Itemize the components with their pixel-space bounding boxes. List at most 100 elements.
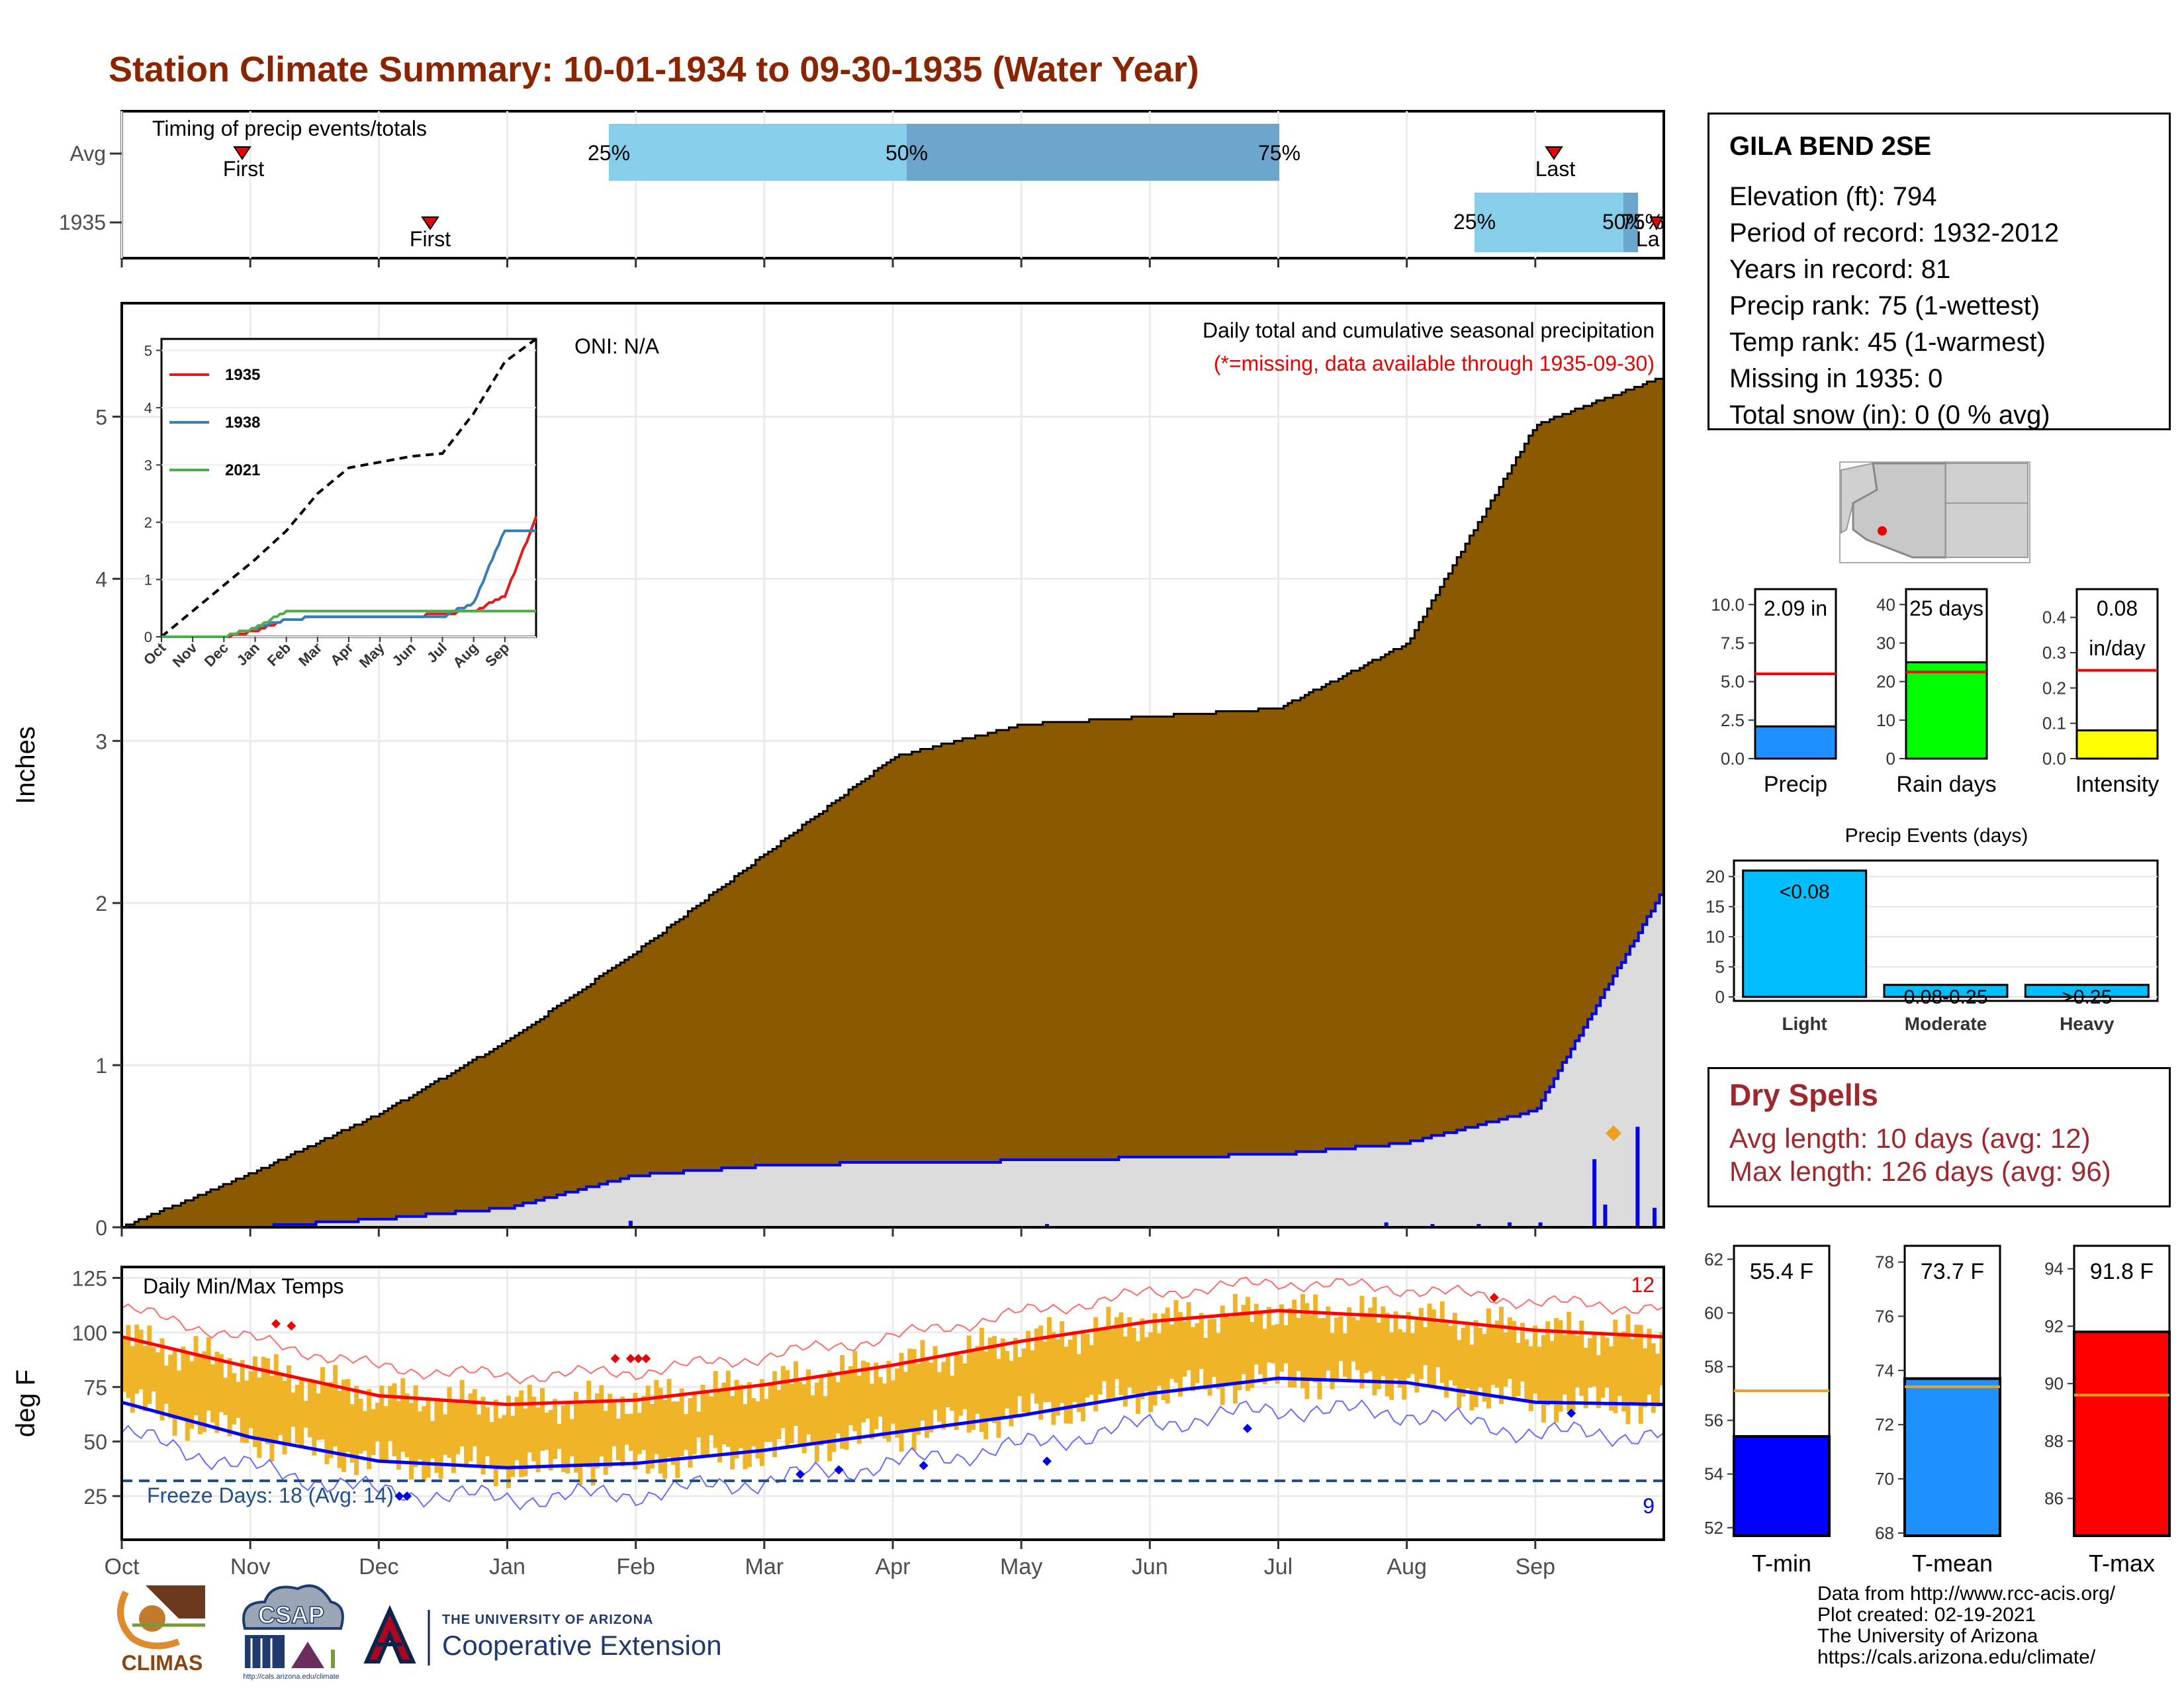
daily-temp-range-bar	[362, 1411, 367, 1451]
daily-temp-range-bar	[1613, 1319, 1618, 1413]
mini-bar-category-label: Precip	[1764, 772, 1827, 797]
daily-temp-range-bar	[1554, 1318, 1559, 1423]
daily-temp-range-bar	[962, 1363, 968, 1409]
daily-temp-range-bar	[354, 1385, 359, 1476]
daily-temp-range-bar	[1545, 1321, 1551, 1406]
precip-y-tick-label: 2	[95, 892, 107, 915]
daily-temp-range-bar	[810, 1395, 815, 1443]
daily-temp-range-bar	[172, 1350, 177, 1436]
daily-temp-range-bar	[295, 1385, 300, 1444]
daily-temp-range-bar	[151, 1346, 156, 1392]
ua-logo-small-text: THE UNIVERSITY OF ARIZONA	[442, 1613, 654, 1627]
daily-temp-range-bar	[641, 1395, 647, 1450]
daily-temp-range-bar	[396, 1401, 401, 1470]
daily-temp-range-bar	[1072, 1331, 1077, 1402]
precip-missing-note: (*=missing, data available through 1935-…	[1214, 352, 1655, 375]
avg-last-label: Last	[1535, 157, 1576, 181]
daily-temp-range-bar	[181, 1346, 186, 1420]
daily-temp-range-bar	[1017, 1357, 1023, 1396]
daily-temp-range-bar	[232, 1373, 236, 1425]
daily-temp-range-bar	[831, 1376, 837, 1452]
daily-temp-range-bar	[1186, 1302, 1191, 1370]
daily-temp-range-bar	[400, 1378, 406, 1452]
daily-temp-range-bar	[717, 1390, 723, 1463]
daily-temp-range-bar	[1659, 1332, 1664, 1386]
daily-temp-range-bar	[345, 1379, 351, 1452]
mini-bar-intensity: 0.0 0.1 0.2 0.3 0.4 0.08 in/day Intensity	[2042, 588, 2159, 797]
daily-temp-range-bar	[557, 1423, 562, 1449]
month-tick-label: Oct	[105, 1554, 140, 1579]
credit-line: Plot created: 02-19-2021	[1817, 1604, 2036, 1626]
temp-summary-y-tick-label: 90	[2044, 1374, 2064, 1393]
daily-temp-range-bar	[1283, 1325, 1289, 1364]
daily-temp-range-bar	[1005, 1350, 1010, 1409]
daily-temp-range-bar	[383, 1406, 388, 1460]
daily-temp-range-bar	[1533, 1325, 1538, 1394]
inset-y-tick-label: 0	[144, 629, 152, 645]
month-tick-label: Nov	[230, 1554, 270, 1579]
daily-temp-range-bar	[675, 1401, 680, 1478]
mini-bar-y-tick-label: 2.5	[1721, 710, 1745, 730]
y1935-quartile-25-50	[1475, 193, 1623, 252]
daily-temp-range-bar	[1524, 1339, 1529, 1402]
daily-temp-range-bar	[147, 1325, 152, 1404]
daily-temp-range-bar	[1537, 1346, 1542, 1405]
daily-temp-range-bar	[341, 1380, 346, 1472]
mini-bar-value	[2075, 729, 2159, 760]
daily-temp-range-bar	[206, 1337, 211, 1411]
daily-temp-range-bar	[1296, 1318, 1301, 1372]
daily-temp-range-bar	[248, 1371, 253, 1429]
daily-temp-range-bar	[747, 1382, 752, 1468]
daily-temp-range-bar	[1131, 1328, 1136, 1394]
daily-precip-bar	[1538, 1222, 1543, 1227]
daily-temp-range-bar	[1461, 1327, 1466, 1397]
daily-temp-range-bar	[801, 1384, 807, 1454]
row-label-1935: 1935	[59, 211, 106, 234]
daily-temp-range-bar	[1165, 1307, 1170, 1404]
mini-bar-y-tick-label: 0.0	[1721, 749, 1745, 769]
daily-temp-range-bar	[704, 1392, 709, 1456]
record-min-count: 9	[1643, 1494, 1655, 1518]
daily-temp-range-bar	[1562, 1335, 1567, 1395]
daily-temp-range-bar	[451, 1400, 456, 1474]
daily-temp-range-bar	[1435, 1323, 1441, 1368]
station-missing: Missing in 1935: 0	[1729, 364, 1943, 393]
record-high-marker	[287, 1321, 296, 1331]
daily-temp-range-bar	[890, 1380, 895, 1424]
credit-line: The University of Arizona	[1817, 1625, 2038, 1647]
daily-temp-range-bar	[595, 1393, 600, 1469]
daily-temp-range-bar	[1279, 1304, 1285, 1372]
daily-temp-range-bar	[1152, 1313, 1158, 1406]
mini-bar-value	[1905, 661, 1988, 760]
daily-temp-range-bar	[1042, 1341, 1048, 1403]
daily-temp-range-bar	[954, 1352, 959, 1430]
daily-temp-range-bar	[823, 1396, 828, 1440]
daily-temp-range-bar	[743, 1404, 748, 1470]
daily-temp-range-bar	[1452, 1313, 1457, 1386]
daily-temp-range-bar	[1097, 1330, 1103, 1395]
month-tick-label: Mar	[745, 1554, 784, 1579]
avg-first-label: First	[223, 157, 264, 181]
mini-bar-category-label: Rain days	[1896, 772, 1996, 797]
record-low-marker	[1567, 1408, 1576, 1418]
avg-q50-label: 50%	[886, 141, 928, 165]
daily-temp-range-bar	[599, 1385, 604, 1457]
daily-temp-range-bar	[519, 1390, 524, 1477]
daily-temp-range-bar	[899, 1352, 904, 1452]
mini-bar-value-label: 2.09 in	[1764, 596, 1827, 620]
mini-bar-y-tick-label: 20	[1876, 672, 1895, 692]
dry-spells-box: Dry Spells Avg length: 10 days (avg: 12)…	[1707, 1067, 2171, 1207]
daily-temp-range-bar	[189, 1361, 195, 1429]
daily-temp-range-bar	[1410, 1333, 1415, 1374]
freeze-days-label: Freeze Days: 18 (Avg: 14)	[147, 1483, 394, 1507]
temp-summary-y-tick-label: 72	[1875, 1415, 1894, 1434]
daily-temp-range-bar	[633, 1393, 638, 1470]
daily-temp-range-bar	[1262, 1329, 1267, 1385]
mini-bar-y-tick-label: 7.5	[1721, 633, 1745, 653]
daily-temp-range-bar	[1300, 1293, 1305, 1389]
daily-temp-range-bar	[489, 1422, 494, 1468]
avg-quartile-50-75	[907, 124, 1279, 181]
daily-temp-range-bar	[1195, 1323, 1200, 1383]
daily-temp-range-bar	[1068, 1340, 1073, 1424]
station-info-box: GILA BEND 2SE Elevation (ft): 794 Period…	[1707, 113, 2171, 430]
